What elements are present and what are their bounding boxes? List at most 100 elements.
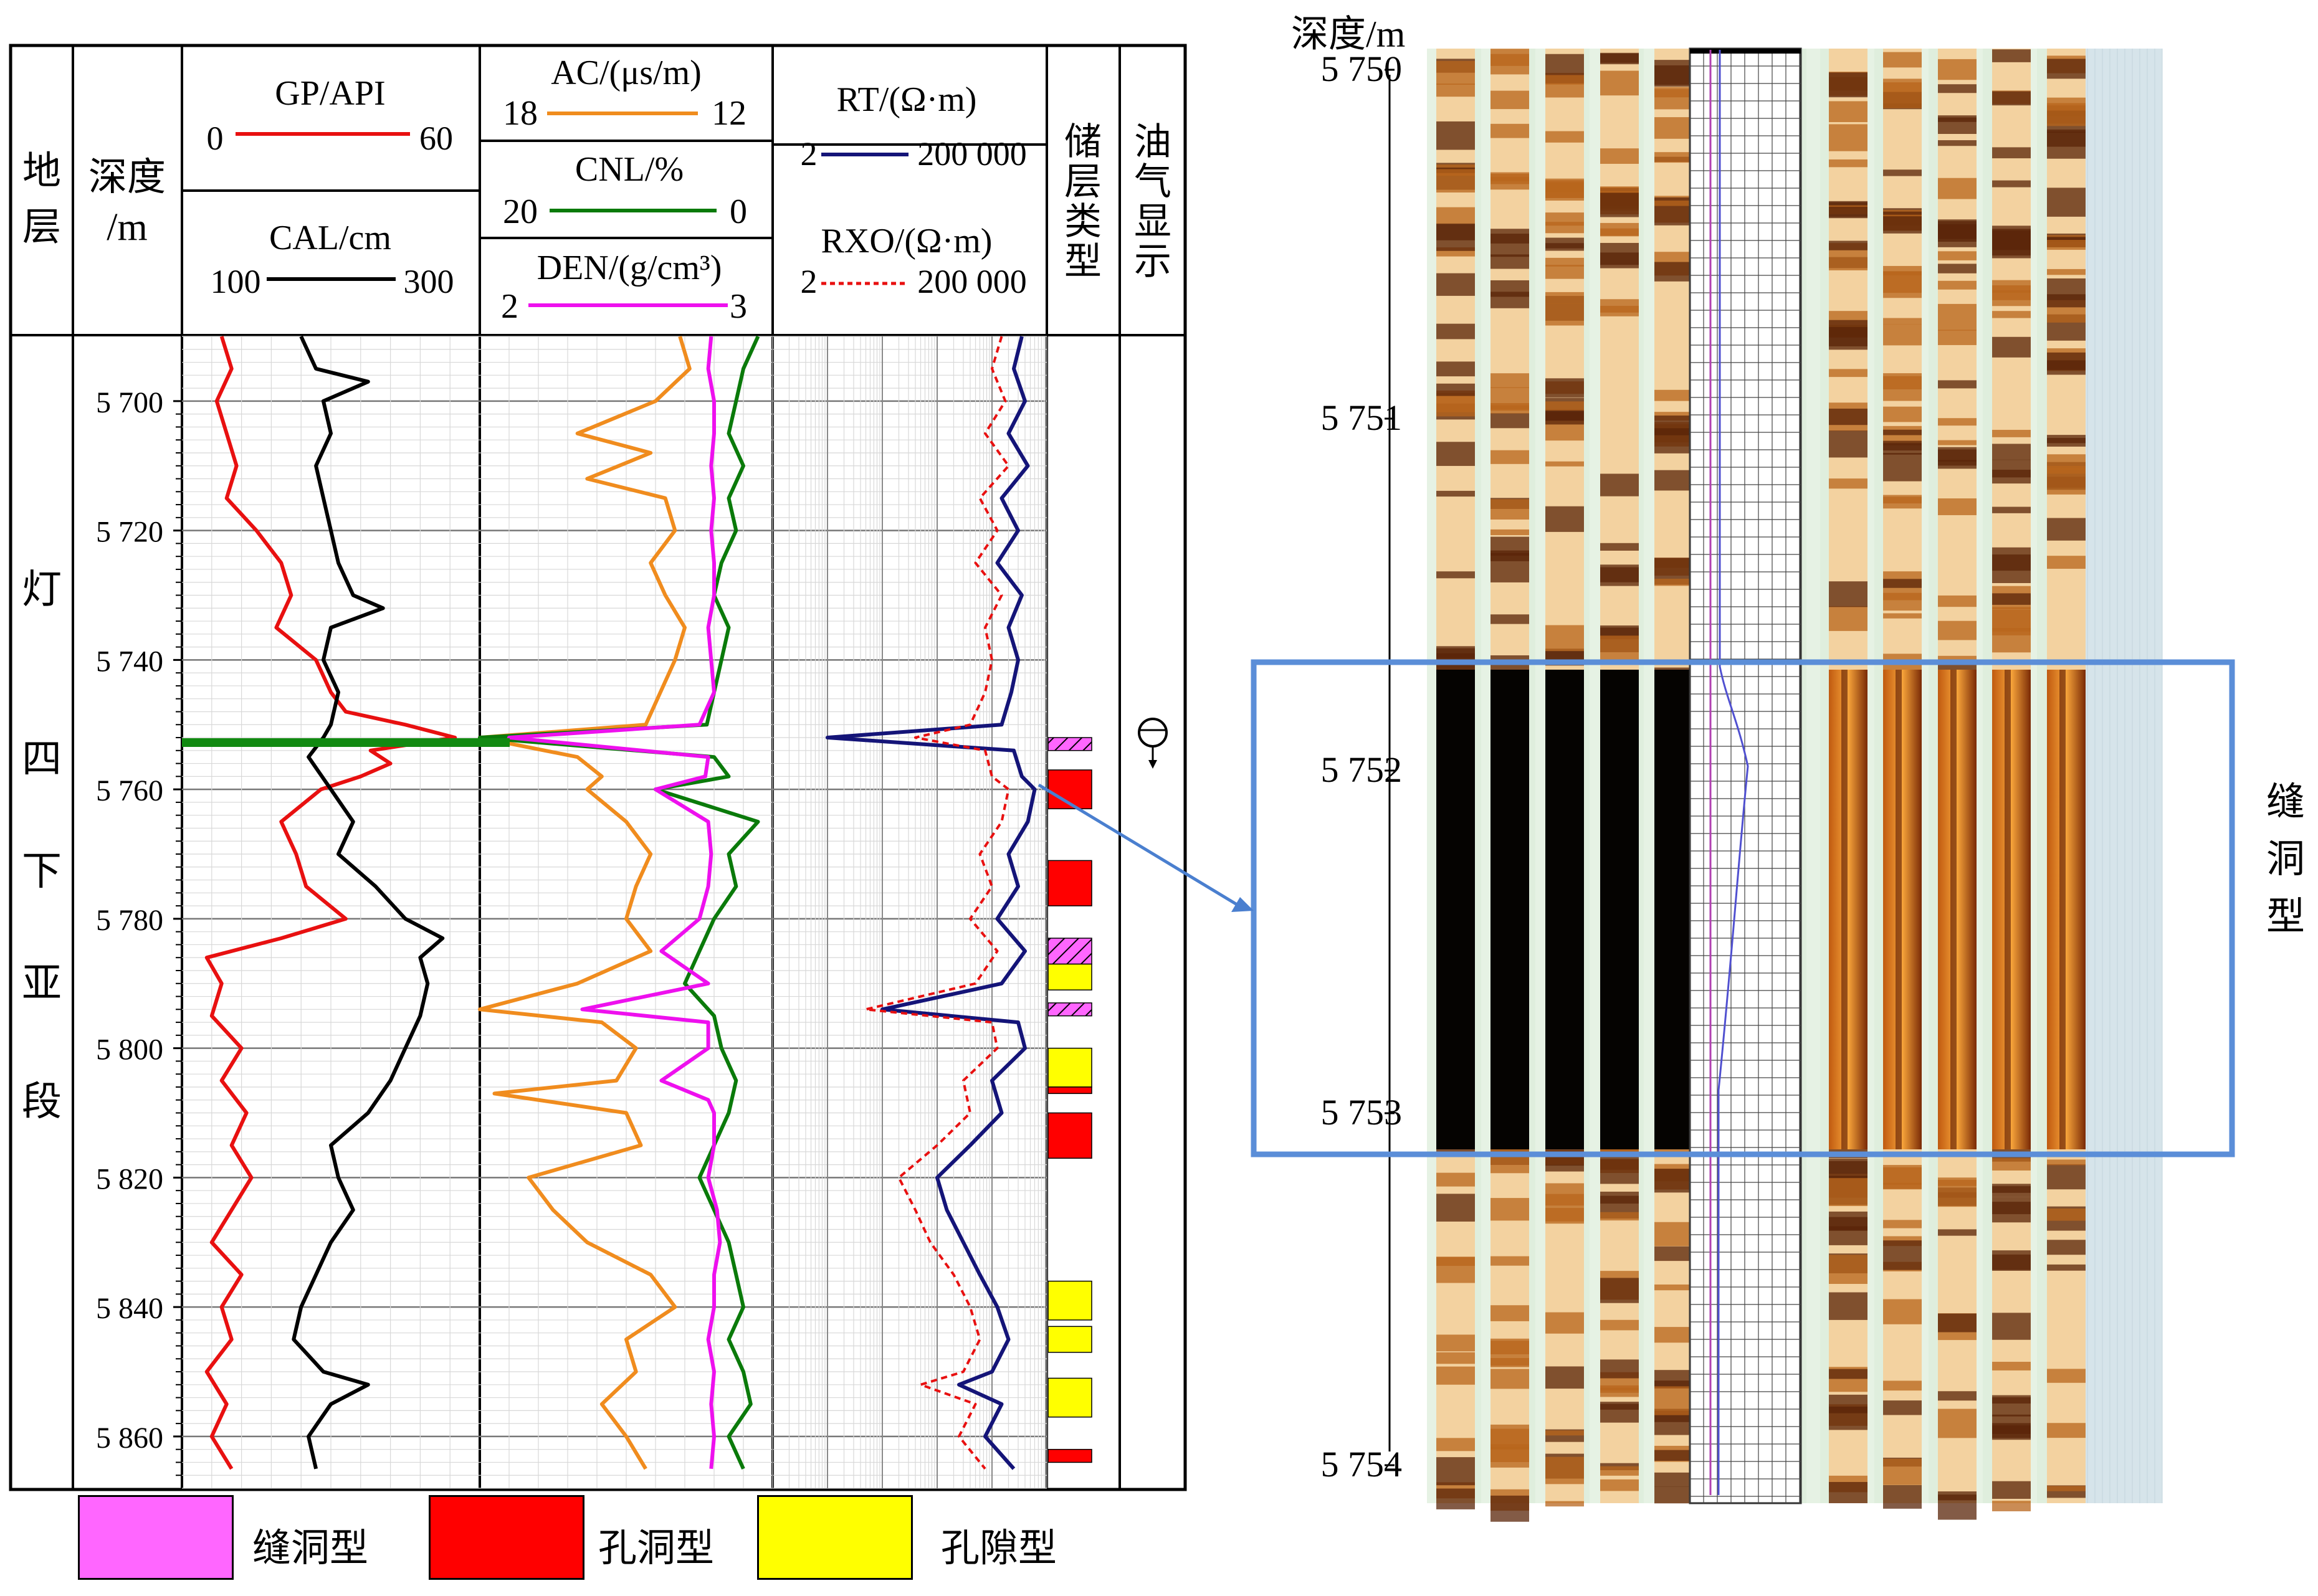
cnl-header-label: CNL/%: [575, 150, 684, 189]
reservoir-interval: [1047, 1002, 1092, 1017]
reservoir-header-char: 层: [1064, 161, 1102, 202]
den-header-max: 3: [730, 287, 747, 326]
reservoir-interval: [1047, 1448, 1092, 1463]
formation-header-top: 地: [22, 150, 61, 192]
image-depth-label: 5 751: [1321, 397, 1403, 438]
formation-char: 下: [22, 849, 62, 893]
image-depth-tick: 5 754: [1321, 1444, 1403, 1484]
track-grids: [182, 336, 1047, 1489]
depth-tick-label: 5 800: [96, 1033, 163, 1066]
rxo-header-label: RXO/(Ω·m): [821, 222, 993, 260]
ac-header-max: 12: [712, 94, 746, 133]
track-grid: [182, 336, 480, 1489]
curve-cnl: [478, 335, 760, 1470]
rxo-header-max: 200 000: [917, 263, 1027, 300]
formation-char: 灯: [22, 568, 62, 612]
image-depth-tick: 5 753: [1321, 1092, 1403, 1133]
curve-rt: [826, 336, 1037, 1470]
depth-tick-label: 5 760: [96, 774, 163, 807]
curve-rxo: [864, 336, 1010, 1470]
image-depth-label: 5 752: [1321, 749, 1403, 790]
annotation-char: 洞: [2266, 838, 2305, 881]
rt-header-min: 2: [801, 135, 818, 173]
den-header-label: DEN/(g/cm³): [537, 249, 722, 287]
image-center-track: [1689, 47, 1802, 1504]
formation-char: 亚: [22, 961, 62, 1005]
depth-tick: 5 740: [96, 645, 182, 678]
ac-header-label: AC/(μs/m): [551, 54, 702, 92]
rxo-header-min: 2: [801, 263, 818, 300]
image-log-panel: 深度/m 5 750 5 751 5 752 5 753 5 754 缝 洞 型: [1037, 14, 2305, 1522]
reservoir-interval: [1047, 1326, 1092, 1353]
legend-swatch-fracture-vug: [78, 1495, 234, 1580]
curve-den: [507, 336, 722, 1470]
image-strip: [1992, 49, 2031, 1512]
reservoir-header-char: 类: [1064, 201, 1102, 242]
image-depth-title: 深度/m: [1291, 14, 1405, 55]
track-grid: [772, 336, 1047, 1489]
annotation-char: 型: [2266, 896, 2305, 938]
rt-header-label: RT/(Ω·m): [837, 80, 977, 119]
curve-ac: [478, 336, 692, 1470]
image-center-curve: [1717, 50, 1749, 1495]
track-grid: [480, 336, 773, 1489]
log-frame: [9, 44, 1187, 1491]
reservoir-header-char: 储: [1064, 121, 1102, 163]
ac-header-min: 18: [503, 94, 538, 133]
cnl-header-max: 0: [730, 192, 747, 231]
depth-tick: 5 800: [96, 1033, 182, 1066]
oilgas-header-char: 油: [1134, 121, 1171, 163]
highlight-arrow: [1037, 783, 1254, 912]
depth-tick-label: 5 860: [96, 1422, 163, 1455]
reservoir-interval: [1047, 1047, 1092, 1088]
image-strip: [1600, 49, 1639, 1503]
image-depth-label: 5 753: [1321, 1092, 1403, 1133]
cal-header-label: CAL/cm: [269, 219, 391, 257]
depth-tick-label: 5 720: [96, 516, 163, 549]
reservoir-interval: [1047, 963, 1092, 990]
image-depth-ticks: 5 750 5 751 5 752 5 753 5 754: [1321, 49, 1403, 1484]
cal-header-max: 300: [404, 263, 454, 300]
curve-cal: [292, 335, 445, 1470]
rt-header-max: 200 000: [917, 135, 1027, 173]
depth-tick-label: 5 820: [96, 1162, 163, 1195]
formation-char: 四: [22, 737, 62, 781]
cal-header-min: 100: [211, 263, 261, 300]
depth-tick: 5 780: [96, 904, 182, 937]
legend-swatch-vug: [429, 1495, 584, 1580]
depth-tick: 5 760: [96, 774, 182, 807]
reservoir-interval: [1047, 938, 1092, 965]
oilgas-header: 油 气 显 示: [1134, 121, 1171, 282]
reservoir-header: 储 层 类 型: [1064, 121, 1102, 282]
log-curves: [204, 335, 1037, 1470]
image-depth-tick: 5 750: [1321, 49, 1403, 89]
image-depth-tick: 5 752: [1321, 749, 1403, 790]
fracture-vug-highlight: [1251, 659, 2235, 1157]
legend-label-pore: 孔隙型: [941, 1527, 1057, 1570]
oilgas-header-char: 显: [1134, 201, 1171, 242]
reservoir-interval: [1047, 1086, 1092, 1095]
legend: 缝洞型 孔洞型 孔隙型: [0, 1495, 2318, 1582]
depth-header-line2: /m: [107, 206, 147, 249]
oilgas-header-char: 示: [1134, 241, 1171, 282]
image-depth-label: 5 750: [1321, 49, 1403, 89]
formation-header: 地 层: [22, 150, 61, 249]
annotation-char: 缝: [2266, 781, 2305, 824]
reservoir-header-char: 型: [1064, 241, 1102, 282]
depth-tick: 5 860: [96, 1422, 182, 1455]
image-strip: [1938, 49, 1977, 1520]
depth-tick-label: 5 840: [96, 1292, 163, 1325]
oil-show-symbol: [1138, 718, 1168, 769]
depth-tick: 5 700: [96, 386, 182, 419]
legend-label-fracture-vug: 缝洞型: [252, 1527, 369, 1570]
depth-ticks: 5 700 5 720 5 740 5 760 5 780 5 800 5 820 5 840…: [96, 386, 182, 1476]
reservoir-intervals: [1047, 737, 1092, 1463]
annotation-text: 缝 洞 型: [2266, 781, 2305, 938]
formation-name: 灯 四 下 亚 段: [22, 568, 62, 1124]
image-depth-label: 5 754: [1321, 1444, 1403, 1484]
image-strip: [1545, 49, 1584, 1507]
reservoir-interval: [1047, 1377, 1092, 1418]
depth-tick: 5 820: [96, 1162, 182, 1195]
image-strip: [1829, 49, 1867, 1504]
